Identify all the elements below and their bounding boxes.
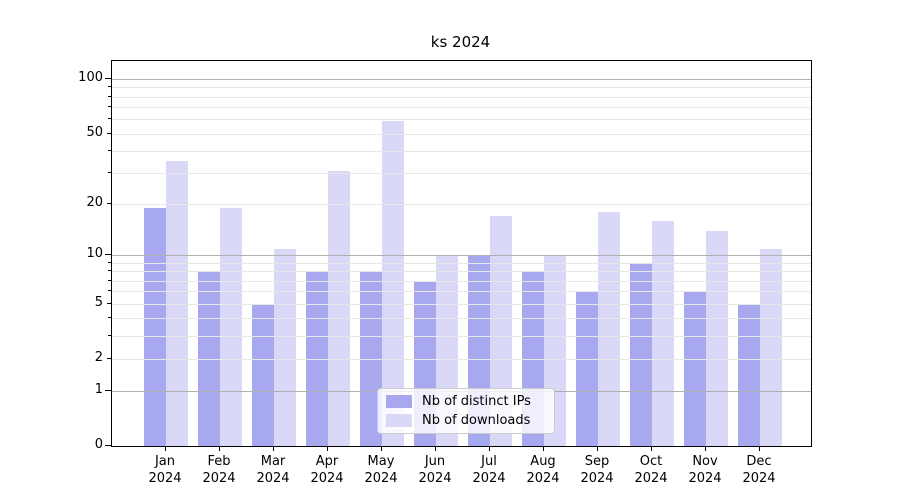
bar-downloads-mar <box>274 248 296 446</box>
y-tick <box>107 357 111 359</box>
y-tick <box>105 445 111 446</box>
gridline-minor <box>112 133 811 135</box>
y-tick-minor <box>108 95 111 97</box>
legend-swatch-distinct-ips <box>386 395 412 408</box>
y-tick <box>105 254 111 256</box>
y-tick-minor <box>108 172 111 174</box>
gridline-minor <box>112 318 811 320</box>
x-tick <box>273 446 274 451</box>
y-tick <box>107 132 111 134</box>
bar-downloads-feb <box>220 207 242 446</box>
gridline-minor <box>112 271 811 273</box>
x-tick-label-sep: Sep 2024 <box>580 454 614 486</box>
gridline-minor <box>112 150 811 152</box>
x-tick-label-nov: Nov 2024 <box>688 454 722 486</box>
legend: Nb of distinct IPs Nb of downloads <box>377 388 555 434</box>
x-tick <box>597 446 598 451</box>
gridline-major <box>112 79 811 81</box>
y-tick-minor <box>108 334 111 336</box>
y-tick-minor <box>108 270 111 272</box>
x-tick <box>327 446 328 451</box>
y-tick <box>105 389 111 391</box>
y-tick-minor <box>108 118 111 120</box>
gridline-minor <box>112 204 811 206</box>
x-tick-label-jun: Jun 2024 <box>418 454 452 486</box>
gridline-major <box>112 255 811 257</box>
plot-area: Nb of distinct IPs Nb of downloads <box>111 60 812 447</box>
legend-swatch-downloads <box>386 414 412 427</box>
y-tick <box>107 203 111 205</box>
y-tick-label: 2 <box>94 349 103 365</box>
x-tick-label-aug: Aug 2024 <box>526 454 560 486</box>
x-tick <box>759 446 760 451</box>
y-tick-label: 10 <box>86 246 103 262</box>
x-tick-label-oct: Oct 2024 <box>634 454 668 486</box>
y-tick-label: 0 <box>94 437 103 452</box>
gridline-minor <box>112 262 811 264</box>
y-tick-minor <box>108 279 111 281</box>
y-tick <box>107 302 111 304</box>
x-tick <box>165 446 166 451</box>
y-tick-label: 1 <box>94 381 103 397</box>
x-tick <box>381 446 382 451</box>
y-tick-label: 20 <box>86 195 103 211</box>
bar-downloads-oct <box>652 220 674 446</box>
y-tick-minor <box>108 86 111 88</box>
bar-downloads-sep <box>598 211 620 446</box>
x-tick <box>543 446 544 451</box>
chart-title: ks 2024 <box>430 33 491 51</box>
x-tick-label-feb: Feb 2024 <box>202 454 236 486</box>
bar-distinct-ips-sep <box>576 291 598 446</box>
y-tick-minor <box>108 317 111 319</box>
x-tick-label-apr: Apr 2024 <box>310 454 344 486</box>
gridline-minor <box>112 107 811 109</box>
y-tick-minor <box>108 106 111 108</box>
x-tick <box>489 446 490 451</box>
gridline-minor <box>112 335 811 337</box>
x-tick <box>705 446 706 451</box>
gridline-minor <box>112 358 811 360</box>
x-tick <box>435 446 436 451</box>
legend-label-downloads: Nb of downloads <box>422 413 531 428</box>
gridline-minor <box>112 303 811 305</box>
x-tick-label-dec: Dec 2024 <box>742 454 776 486</box>
x-tick-label-jan: Jan 2024 <box>148 454 182 486</box>
gridline-minor <box>112 119 811 121</box>
gridline-minor <box>112 291 811 293</box>
x-tick-label-may: May 2024 <box>364 454 398 486</box>
y-tick-minor <box>108 261 111 263</box>
bar-distinct-ips-oct <box>630 262 652 446</box>
bar-downloads-nov <box>706 230 728 446</box>
x-tick <box>219 446 220 451</box>
legend-item-downloads: Nb of downloads <box>386 413 546 428</box>
y-tick-label: 50 <box>86 124 103 140</box>
bar-distinct-ips-mar <box>252 303 274 446</box>
x-tick-label-jul: Jul 2024 <box>472 454 506 486</box>
y-tick-label: 5 <box>94 294 103 310</box>
bar-downloads-apr <box>328 170 350 446</box>
bar-distinct-ips-dec <box>738 303 760 446</box>
y-tick-minor <box>108 149 111 151</box>
bar-distinct-ips-nov <box>684 291 706 446</box>
x-tick <box>651 446 652 451</box>
bar-distinct-ips-jan <box>144 207 166 446</box>
gridline-minor <box>112 87 811 89</box>
bar-downloads-jan <box>166 161 188 446</box>
y-tick-minor <box>108 290 111 292</box>
y-tick-label: 100 <box>78 70 103 86</box>
bar-downloads-may <box>382 120 404 446</box>
gridline-minor <box>112 96 811 98</box>
legend-item-distinct-ips: Nb of distinct IPs <box>386 394 546 409</box>
legend-label-distinct-ips: Nb of distinct IPs <box>422 394 531 409</box>
gridline-minor <box>112 280 811 282</box>
bar-downloads-dec <box>760 248 782 446</box>
gridline-minor <box>112 173 811 175</box>
y-tick <box>105 78 111 80</box>
x-tick-label-mar: Mar 2024 <box>256 454 290 486</box>
